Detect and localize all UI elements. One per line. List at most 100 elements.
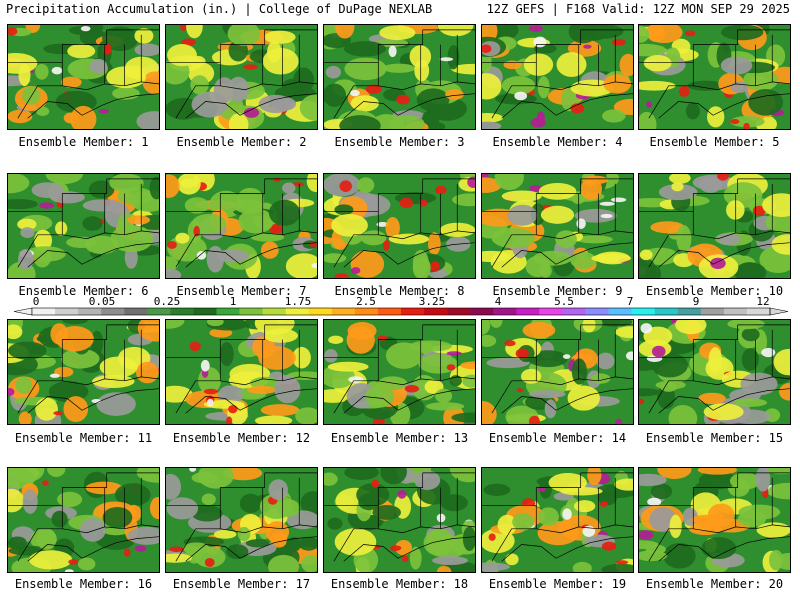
colorbar-swatch (424, 308, 448, 315)
ensemble-member-label: Ensemble Member: 20 (645, 577, 784, 591)
ensemble-member-map (638, 467, 791, 573)
colorbar-swatch (170, 308, 194, 315)
ensemble-member-map (165, 173, 318, 279)
ensemble-member-label: Ensemble Member: 14 (488, 431, 627, 445)
ensemble-member-map (7, 24, 160, 130)
colorbar-swatch (493, 308, 517, 315)
ensemble-member-map (7, 467, 160, 573)
colorbar-swatch (723, 308, 748, 315)
colorbar-swatch (55, 308, 79, 315)
precip-field (324, 320, 475, 424)
ensemble-member-label: Ensemble Member: 19 (488, 577, 627, 591)
colorbar-tick-label: 5.5 (554, 296, 574, 308)
colorbar-min-arrow (13, 307, 33, 316)
precip-field (166, 174, 317, 278)
colorbar-tick-label: 3.25 (419, 296, 446, 308)
ensemble-member-label: Ensemble Member: 4 (492, 135, 623, 149)
colorbar-tick-label: 7 (627, 296, 634, 308)
ensemble-member-label: Ensemble Member: 8 (334, 284, 465, 298)
precip-field (639, 25, 790, 129)
precip-field (639, 320, 790, 424)
ensemble-member-label: Ensemble Member: 17 (172, 577, 311, 591)
colorbar-swatch (447, 308, 471, 315)
ensemble-member-map (323, 467, 476, 573)
colorbar-swatch (700, 308, 725, 315)
model-valid-time: 12Z GEFS | F168 Valid: 12Z MON SEP 29 20… (486, 2, 790, 16)
colorbar-tick-label: 0 (33, 296, 40, 308)
colorbar-swatch (331, 308, 356, 315)
colorbar-tick-label: 1 (230, 296, 237, 308)
colorbar-swatch (654, 308, 679, 315)
ensemble-member-label: Ensemble Member: 18 (330, 577, 469, 591)
ensemble-member-label: Ensemble Member: 12 (172, 431, 311, 445)
precip-field (482, 174, 633, 278)
precip-field (324, 25, 475, 129)
precip-field (482, 25, 633, 129)
colorbar-swatch (147, 308, 171, 315)
colorbar-tick-label: 9 (693, 296, 700, 308)
ensemble-member-label: Ensemble Member: 1 (18, 135, 149, 149)
colorbar-swatch (354, 308, 379, 315)
colorbar-tick-label: 12 (756, 296, 769, 308)
precip-colorbar: 0 0.05 0.25 1 1.75 2.5 3.25 4 5.5 7 9 12 (13, 296, 789, 316)
precip-field (8, 174, 159, 278)
colorbar-swatch (124, 308, 148, 315)
colorbar-swatch (516, 308, 540, 315)
colorbar-swatch (239, 308, 263, 315)
ensemble-member-map (165, 467, 318, 573)
colorbar-swatch (101, 308, 125, 315)
precip-field (324, 468, 475, 572)
ensemble-member-map (481, 467, 634, 573)
colorbar-tick-label: 1.75 (285, 296, 312, 308)
colorbar-swatch (78, 308, 102, 315)
colorbar-swatch (746, 308, 771, 315)
precip-field (8, 468, 159, 572)
colorbar-swatch (262, 308, 286, 315)
colorbar-swatch (377, 308, 402, 315)
colorbar-tick-label: 2.5 (356, 296, 376, 308)
colorbar-swatch (401, 308, 425, 315)
colorbar-swatch (608, 308, 632, 315)
colorbar-tick-label: 0.25 (154, 296, 181, 308)
precip-field (166, 25, 317, 129)
ensemble-member-map (323, 319, 476, 425)
colorbar-tick-label: 0.05 (89, 296, 116, 308)
precip-field (639, 468, 790, 572)
ensemble-member-label: Ensemble Member: 10 (645, 284, 784, 298)
ensemble-member-map (7, 319, 160, 425)
colorbar-swatch (470, 308, 494, 315)
ensemble-member-label: Ensemble Member: 15 (645, 431, 784, 445)
colorbar-swatch (585, 308, 609, 315)
precip-field (8, 25, 159, 129)
ensemble-member-map (323, 173, 476, 279)
map-title: Precipitation Accumulation (in.) | Colle… (6, 2, 433, 16)
precip-field (639, 174, 790, 278)
ensemble-member-label: Ensemble Member: 13 (330, 431, 469, 445)
colorbar-tick-label: 4 (495, 296, 502, 308)
ensemble-member-map (481, 24, 634, 130)
precip-field (166, 320, 317, 424)
precip-field (324, 174, 475, 278)
ensemble-member-label: Ensemble Member: 5 (649, 135, 780, 149)
precip-field (166, 468, 317, 572)
colorbar-swatch (285, 308, 310, 315)
colorbar-swatch (539, 308, 563, 315)
ensemble-member-map (481, 319, 634, 425)
ensemble-member-label: Ensemble Member: 6 (18, 284, 149, 298)
ensemble-member-map (638, 173, 791, 279)
ensemble-member-map (165, 24, 318, 130)
ensemble-member-label: Ensemble Member: 3 (334, 135, 465, 149)
colorbar-swatch (677, 308, 702, 315)
colorbar-swatch (562, 308, 586, 315)
ensemble-member-label: Ensemble Member: 16 (14, 577, 153, 591)
colorbar-swatch (193, 308, 217, 315)
ensemble-member-map (323, 24, 476, 130)
colorbar-swatch (631, 308, 655, 315)
colorbar-swatch (308, 308, 333, 315)
ensemble-member-map (638, 24, 791, 130)
ensemble-member-map (7, 173, 160, 279)
colorbar-swatch (32, 308, 56, 315)
ensemble-member-map (481, 173, 634, 279)
colorbar-swatch (216, 308, 240, 315)
precip-field (8, 320, 159, 424)
